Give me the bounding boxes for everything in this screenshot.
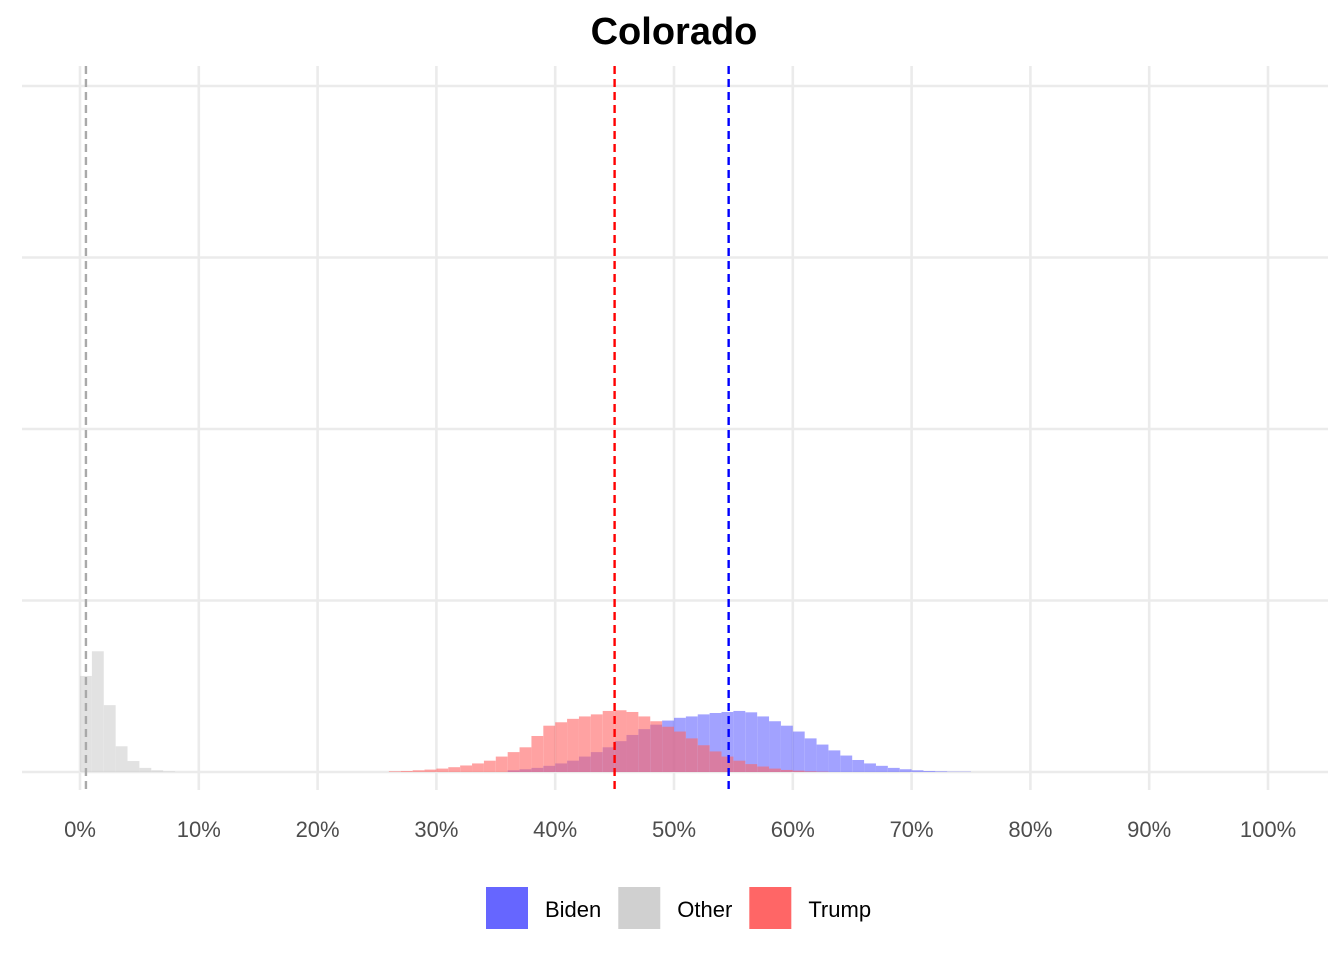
x-axis-ticks: 0% 10% 20% 30% 40% 50% 60% 70% 80% 90% 100% [64, 817, 1296, 842]
mean-lines [84, 66, 730, 790]
bar-trump [567, 718, 579, 772]
bar-trump [590, 714, 603, 772]
bar-trump [531, 735, 544, 772]
bar-biden [733, 710, 746, 772]
bar-trump [424, 769, 437, 772]
bar-trump [614, 710, 627, 772]
bar-other [163, 771, 176, 772]
bar-biden [852, 759, 865, 772]
x-tick-label: 90% [1127, 817, 1171, 842]
bar-trump [697, 745, 710, 772]
legend-key-trump [749, 887, 792, 929]
bar-biden [828, 750, 841, 772]
legend-label-trump: Trump [808, 897, 871, 922]
legend-key-other [618, 887, 661, 929]
bar-trump [650, 721, 663, 772]
bar-trump [483, 760, 496, 772]
bar-biden [780, 725, 793, 772]
bar-biden [745, 712, 758, 772]
bar-trump [733, 760, 746, 772]
bar-biden [816, 744, 829, 772]
bar-trump [721, 756, 734, 772]
x-tick-label: 50% [652, 817, 696, 842]
bar-other [115, 746, 128, 772]
bar-biden [887, 767, 900, 772]
bar-biden [840, 755, 853, 772]
bar-trump [460, 765, 473, 772]
x-tick-label: 100% [1240, 817, 1296, 842]
legend-label-biden: Biden [545, 897, 601, 922]
bar-biden [864, 763, 876, 772]
histogram-bars [80, 651, 971, 772]
x-tick-label: 70% [890, 817, 934, 842]
bar-other [139, 767, 152, 772]
bar-other [91, 651, 104, 772]
bar-trump [674, 731, 686, 772]
bar-biden [709, 713, 722, 772]
bar-trump [543, 725, 556, 772]
x-tick-label: 80% [1008, 817, 1052, 842]
bar-trump [804, 771, 817, 772]
bar-biden [935, 771, 948, 772]
bar-biden [792, 731, 805, 772]
bar-trump [685, 738, 698, 772]
bar-other [103, 705, 116, 772]
bar-biden [804, 738, 817, 772]
bar-other [151, 770, 164, 772]
bar-trump [400, 770, 413, 772]
legend: Biden Other Trump [486, 887, 871, 929]
bar-trump [662, 726, 674, 772]
bar-trump [745, 764, 758, 772]
bar-biden [697, 714, 710, 772]
legend-label-other: Other [677, 897, 732, 922]
bar-trump [495, 756, 508, 772]
bar-biden [757, 716, 770, 772]
x-tick-label: 30% [414, 817, 458, 842]
bar-trump [519, 747, 532, 772]
legend-key-biden [486, 887, 528, 929]
bar-trump [412, 770, 425, 772]
gridlines [22, 66, 1328, 790]
bar-trump [638, 716, 651, 772]
bar-trump [472, 763, 484, 772]
x-tick-label: 20% [296, 817, 340, 842]
bar-trump [507, 752, 520, 772]
bar-trump [555, 722, 568, 772]
bar-trump [757, 766, 770, 772]
bar-trump [578, 716, 591, 772]
bar-trump [388, 771, 401, 772]
x-tick-label: 10% [177, 817, 221, 842]
bar-biden [911, 770, 924, 772]
bar-trump [448, 767, 461, 772]
bar-trump [769, 768, 781, 772]
x-tick-label: 60% [771, 817, 815, 842]
bar-biden [721, 711, 734, 772]
bar-trump [602, 710, 615, 772]
bar-biden [899, 769, 912, 772]
x-tick-label: 0% [64, 817, 96, 842]
chart-title: Colorado [591, 11, 758, 53]
series-trump [388, 710, 829, 772]
bar-trump [792, 770, 805, 772]
bar-biden [875, 765, 888, 772]
bar-biden [923, 770, 936, 772]
series-other [80, 651, 176, 772]
bar-trump [626, 711, 639, 772]
x-tick-label: 40% [533, 817, 577, 842]
bar-trump [436, 768, 449, 772]
bar-biden [769, 721, 781, 772]
bar-trump [709, 751, 722, 772]
bar-other [127, 761, 140, 772]
bar-trump [780, 769, 793, 772]
